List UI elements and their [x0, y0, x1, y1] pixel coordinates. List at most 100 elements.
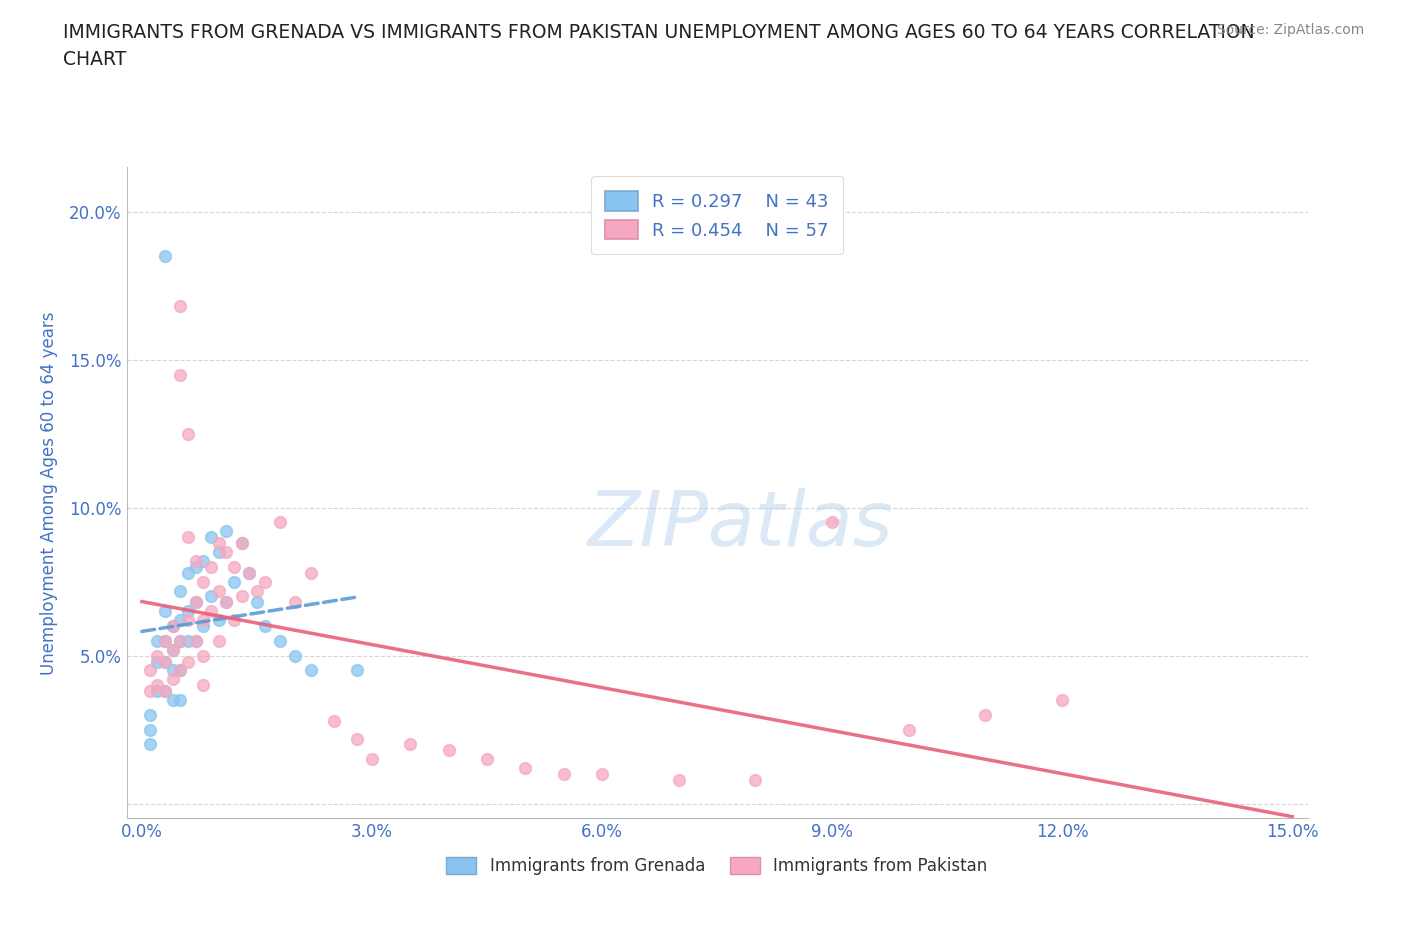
Point [553, 766, 575, 781]
Point [138, 708, 160, 723]
Point [322, 713, 344, 728]
Legend: Immigrants from Grenada, Immigrants from Pakistan: Immigrants from Grenada, Immigrants from… [440, 850, 994, 882]
Point [222, 560, 245, 575]
Point [215, 595, 238, 610]
Point [162, 618, 184, 633]
Point [269, 633, 291, 648]
Point [284, 595, 307, 610]
Point [153, 654, 176, 669]
Point [207, 613, 229, 628]
Point [207, 536, 229, 551]
Text: ZIPatlas: ZIPatlas [588, 488, 893, 563]
Point [162, 643, 184, 658]
Point [169, 663, 191, 678]
Point [299, 663, 322, 678]
Point [177, 654, 200, 669]
Point [284, 648, 307, 663]
Point [177, 426, 200, 441]
Y-axis label: Unemployment Among Ages 60 to 64 years: Unemployment Among Ages 60 to 64 years [39, 312, 58, 674]
Point [193, 553, 215, 568]
Point [215, 545, 238, 560]
Point [162, 693, 184, 708]
Point [668, 773, 690, 788]
Point [361, 751, 384, 766]
Point [346, 663, 368, 678]
Point [146, 633, 169, 648]
Point [177, 633, 200, 648]
Point [246, 583, 269, 598]
Point [138, 723, 160, 737]
Point [193, 613, 215, 628]
Point [138, 737, 160, 751]
Point [238, 565, 260, 580]
Point [193, 618, 215, 633]
Point [184, 633, 207, 648]
Point [821, 515, 844, 530]
Point [169, 663, 191, 678]
Point [215, 595, 238, 610]
Point [200, 530, 222, 545]
Point [231, 536, 253, 551]
Point [200, 589, 222, 604]
Point [222, 574, 245, 589]
Point [184, 553, 207, 568]
Point [744, 773, 766, 788]
Point [153, 654, 176, 669]
Point [207, 583, 229, 598]
Point [193, 574, 215, 589]
Point [146, 648, 169, 663]
Point [1050, 693, 1073, 708]
Point [153, 604, 176, 618]
Point [153, 684, 176, 698]
Point [238, 565, 260, 580]
Point [169, 693, 191, 708]
Point [399, 737, 422, 751]
Point [146, 654, 169, 669]
Point [253, 574, 276, 589]
Point [169, 367, 191, 382]
Point [177, 565, 200, 580]
Point [138, 663, 160, 678]
Point [169, 583, 191, 598]
Point [515, 761, 537, 776]
Point [184, 595, 207, 610]
Point [897, 723, 920, 737]
Point [162, 671, 184, 686]
Point [162, 643, 184, 658]
Point [169, 633, 191, 648]
Point [184, 560, 207, 575]
Point [215, 524, 238, 538]
Point [246, 595, 269, 610]
Text: IMMIGRANTS FROM GRENADA VS IMMIGRANTS FROM PAKISTAN UNEMPLOYMENT AMONG AGES 60 T: IMMIGRANTS FROM GRENADA VS IMMIGRANTS FR… [63, 23, 1256, 69]
Point [177, 604, 200, 618]
Point [475, 751, 498, 766]
Point [177, 613, 200, 628]
Text: Source: ZipAtlas.com: Source: ZipAtlas.com [1216, 23, 1364, 37]
Point [162, 663, 184, 678]
Point [169, 633, 191, 648]
Point [193, 678, 215, 693]
Point [193, 648, 215, 663]
Point [437, 743, 460, 758]
Point [591, 766, 613, 781]
Point [162, 618, 184, 633]
Point [269, 515, 291, 530]
Point [222, 613, 245, 628]
Point [138, 684, 160, 698]
Point [184, 633, 207, 648]
Point [153, 633, 176, 648]
Point [207, 633, 229, 648]
Point [153, 633, 176, 648]
Point [231, 536, 253, 551]
Point [200, 604, 222, 618]
Point [184, 595, 207, 610]
Point [253, 618, 276, 633]
Point [177, 530, 200, 545]
Point [146, 678, 169, 693]
Point [231, 589, 253, 604]
Point [299, 565, 322, 580]
Point [169, 613, 191, 628]
Point [153, 248, 176, 263]
Point [153, 684, 176, 698]
Point [346, 731, 368, 746]
